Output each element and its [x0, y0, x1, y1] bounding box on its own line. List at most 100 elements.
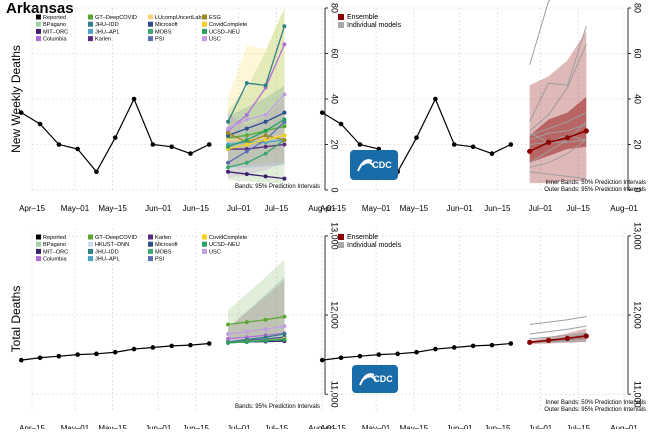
x-tick-label: Apr–15 — [19, 424, 45, 429]
y-axis: 11,000 12,000 13,000 — [627, 222, 643, 408]
cdc-logo-text: CDC — [373, 374, 393, 384]
x-tick-label: May–15 — [400, 204, 429, 213]
individual-model-line — [529, 316, 587, 326]
reported-point — [338, 355, 344, 361]
series-point — [263, 119, 268, 124]
reported-point — [414, 349, 419, 355]
legend-label: Reported — [43, 15, 66, 21]
legend-label: Individual models — [347, 22, 402, 29]
reported-point — [150, 345, 156, 350]
legend-swatch — [36, 21, 41, 27]
legend-swatch — [148, 256, 153, 262]
x-tick-label: May–15 — [400, 424, 429, 429]
cdc-eagle-icon — [357, 159, 375, 172]
x-tick-label: May–01 — [362, 424, 391, 429]
ensemble-point — [545, 337, 552, 343]
legend-label: Ensemble — [347, 234, 378, 241]
x-tick-label: Jul–01 — [529, 424, 553, 429]
legend-label: USC — [209, 249, 221, 255]
series-point — [282, 142, 287, 147]
legend-label: HKUST–DNN — [95, 242, 129, 248]
x-tick-label: May–01 — [362, 204, 391, 213]
series-point — [282, 24, 287, 29]
x-tick-label: Apr–15 — [320, 204, 346, 213]
series-point — [226, 169, 231, 174]
series-point — [282, 137, 287, 142]
legend-swatch — [88, 21, 93, 27]
legend-swatch — [148, 36, 153, 42]
series-line-jhu-idd — [227, 333, 285, 343]
y-tick-label: 0 — [633, 187, 643, 192]
series-point — [244, 142, 249, 147]
legend-swatch — [202, 28, 207, 34]
x-tick-label: Apr–15 — [19, 204, 45, 213]
individual-model-line — [529, 123, 587, 141]
x-tick-label: Jul–15 — [566, 424, 590, 429]
reported-point — [508, 142, 514, 147]
reported-point — [357, 142, 363, 147]
ensemble-band-50 — [529, 96, 587, 163]
series-point — [263, 327, 268, 332]
reported-point — [376, 352, 382, 357]
reported-point — [56, 142, 62, 147]
reported-point — [18, 110, 24, 115]
legend-swatch — [148, 248, 153, 254]
legend-swatch — [148, 28, 153, 34]
series-point — [244, 339, 249, 344]
legend-swatch — [36, 36, 41, 42]
individual-model-line — [529, 44, 587, 132]
legend-label: GT–DeepCOVID — [95, 15, 137, 21]
series-point — [244, 117, 249, 122]
legend-swatch — [148, 21, 153, 27]
series-line-ucsd-neu — [227, 338, 285, 344]
ensemble-point — [564, 135, 571, 141]
reported-point — [56, 353, 62, 359]
reported-point — [37, 355, 43, 361]
legend-swatch — [202, 21, 207, 27]
series-point — [226, 165, 231, 170]
x-tick-label: Jul–01 — [529, 204, 553, 213]
legend-swatch — [148, 241, 153, 247]
reported-point — [206, 341, 212, 346]
individual-model-line — [529, 121, 587, 164]
prediction-band-95 — [228, 8, 285, 165]
series-point — [244, 137, 249, 142]
legend-label: CovidComplete — [209, 235, 247, 241]
series-line-ucsd-neu — [227, 118, 285, 148]
individual-model-line — [529, 325, 587, 335]
prediction-band-95 — [228, 85, 285, 168]
x-tick-label: Jun–15 — [484, 204, 511, 213]
footnote: Bands: 95% Prediction Intervals — [235, 404, 320, 410]
legend-swatch — [338, 22, 344, 28]
reported-point — [451, 142, 457, 147]
reported-point — [169, 144, 174, 150]
y-tick-label: 11,000 — [633, 381, 643, 408]
series-point — [244, 133, 249, 138]
reported-point — [395, 351, 400, 357]
legend-label: GT–DeepCOVID — [95, 235, 137, 241]
series-line-covidcomplete — [227, 134, 285, 150]
y-axis-label: Total Deaths — [9, 286, 23, 353]
y-tick-label: 60 — [633, 48, 643, 58]
individual-model-line — [529, 139, 587, 168]
series-line-gt-deepcovid — [227, 125, 285, 139]
series-point — [282, 332, 287, 337]
series-line-microsoft — [227, 112, 285, 137]
prediction-band-95 — [228, 280, 285, 343]
legend-label: Reported — [43, 235, 66, 241]
cdc-logo: CDC — [352, 365, 398, 393]
series-point — [244, 149, 249, 154]
legend-label: Ensemble — [347, 14, 378, 21]
series-point — [263, 83, 268, 88]
series-line-psi — [227, 121, 285, 164]
legend-label: JHU–APL — [95, 29, 120, 35]
legend-label: MOBS — [155, 29, 172, 35]
individual-model-line — [529, 332, 587, 340]
reported-point — [206, 142, 212, 147]
chart-weekly-ensemble: 0 20 40 60 80 Apr–15 May–01 May–15 Jun–01 Jun–15 J… — [319, 0, 646, 213]
series-point — [226, 160, 231, 165]
legend-swatch — [202, 14, 207, 20]
